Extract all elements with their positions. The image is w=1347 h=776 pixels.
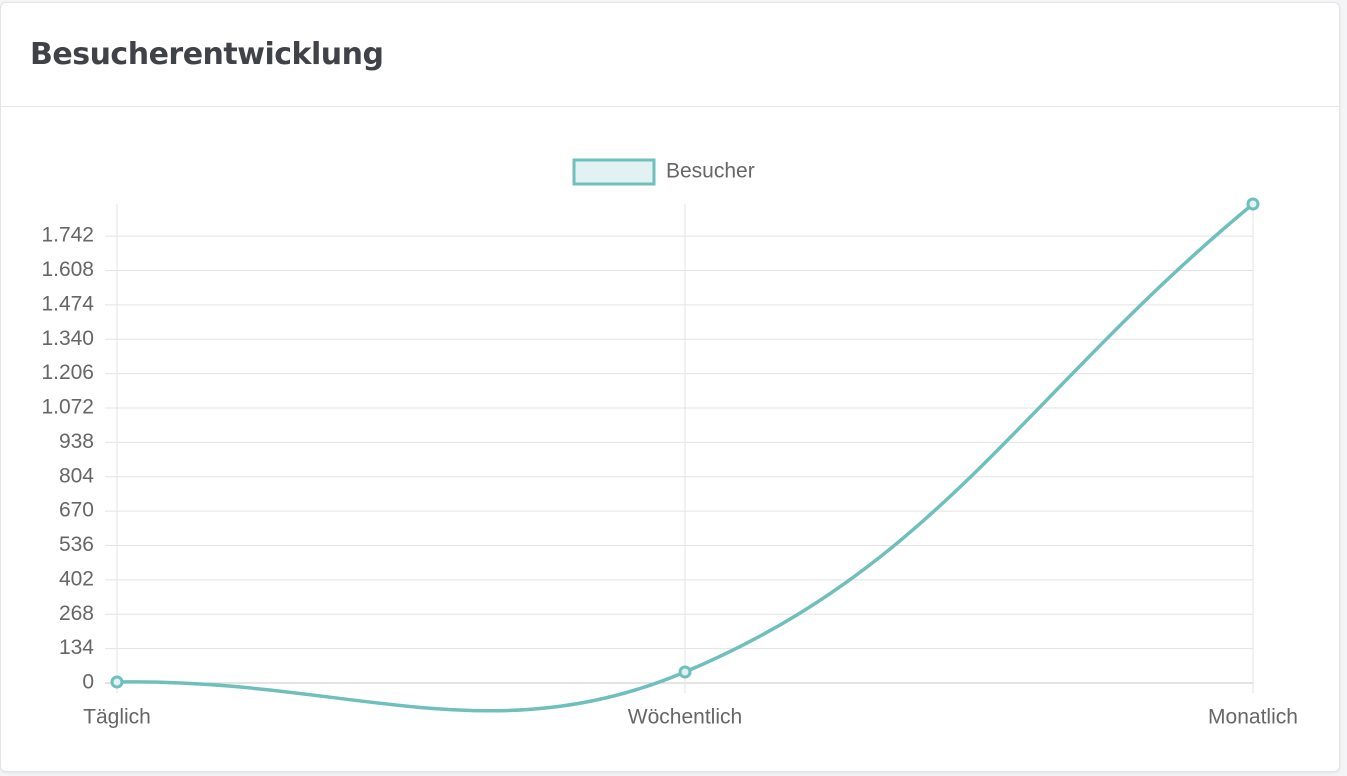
y-tick-label: 938 bbox=[59, 430, 94, 453]
y-tick-label: 1.742 bbox=[41, 224, 94, 247]
point bbox=[1246, 197, 1260, 211]
legend-swatch bbox=[572, 158, 656, 186]
line bbox=[116, 202, 1255, 713]
y-tick-label: 1.474 bbox=[41, 292, 94, 315]
x-tick-label: Monatlich bbox=[1208, 706, 1298, 729]
y-tick-label: 1.206 bbox=[41, 361, 94, 384]
y-tick-label: 1.340 bbox=[41, 327, 94, 350]
y-tick-label: 804 bbox=[59, 464, 94, 487]
x-tick-label: Wöchentlich bbox=[628, 706, 742, 729]
y-tick-label: 402 bbox=[59, 567, 94, 590]
y-tick-label: 670 bbox=[59, 499, 94, 522]
card-title: Besucherentwicklung bbox=[30, 37, 384, 72]
y-tick-label: 134 bbox=[59, 636, 94, 659]
legend-label: Besucher bbox=[666, 160, 755, 183]
point bbox=[678, 665, 692, 679]
point bbox=[110, 675, 124, 689]
y-tick-label: 536 bbox=[59, 533, 94, 556]
y-tick-label: 1.608 bbox=[41, 258, 94, 281]
y-tick-label: 0 bbox=[82, 671, 94, 694]
card-header: Besucherentwicklung bbox=[1, 3, 1339, 107]
y-tick-label: 1.072 bbox=[41, 396, 94, 419]
y-tick-label: 268 bbox=[59, 602, 94, 625]
x-tick-label: Täglich bbox=[83, 706, 151, 729]
